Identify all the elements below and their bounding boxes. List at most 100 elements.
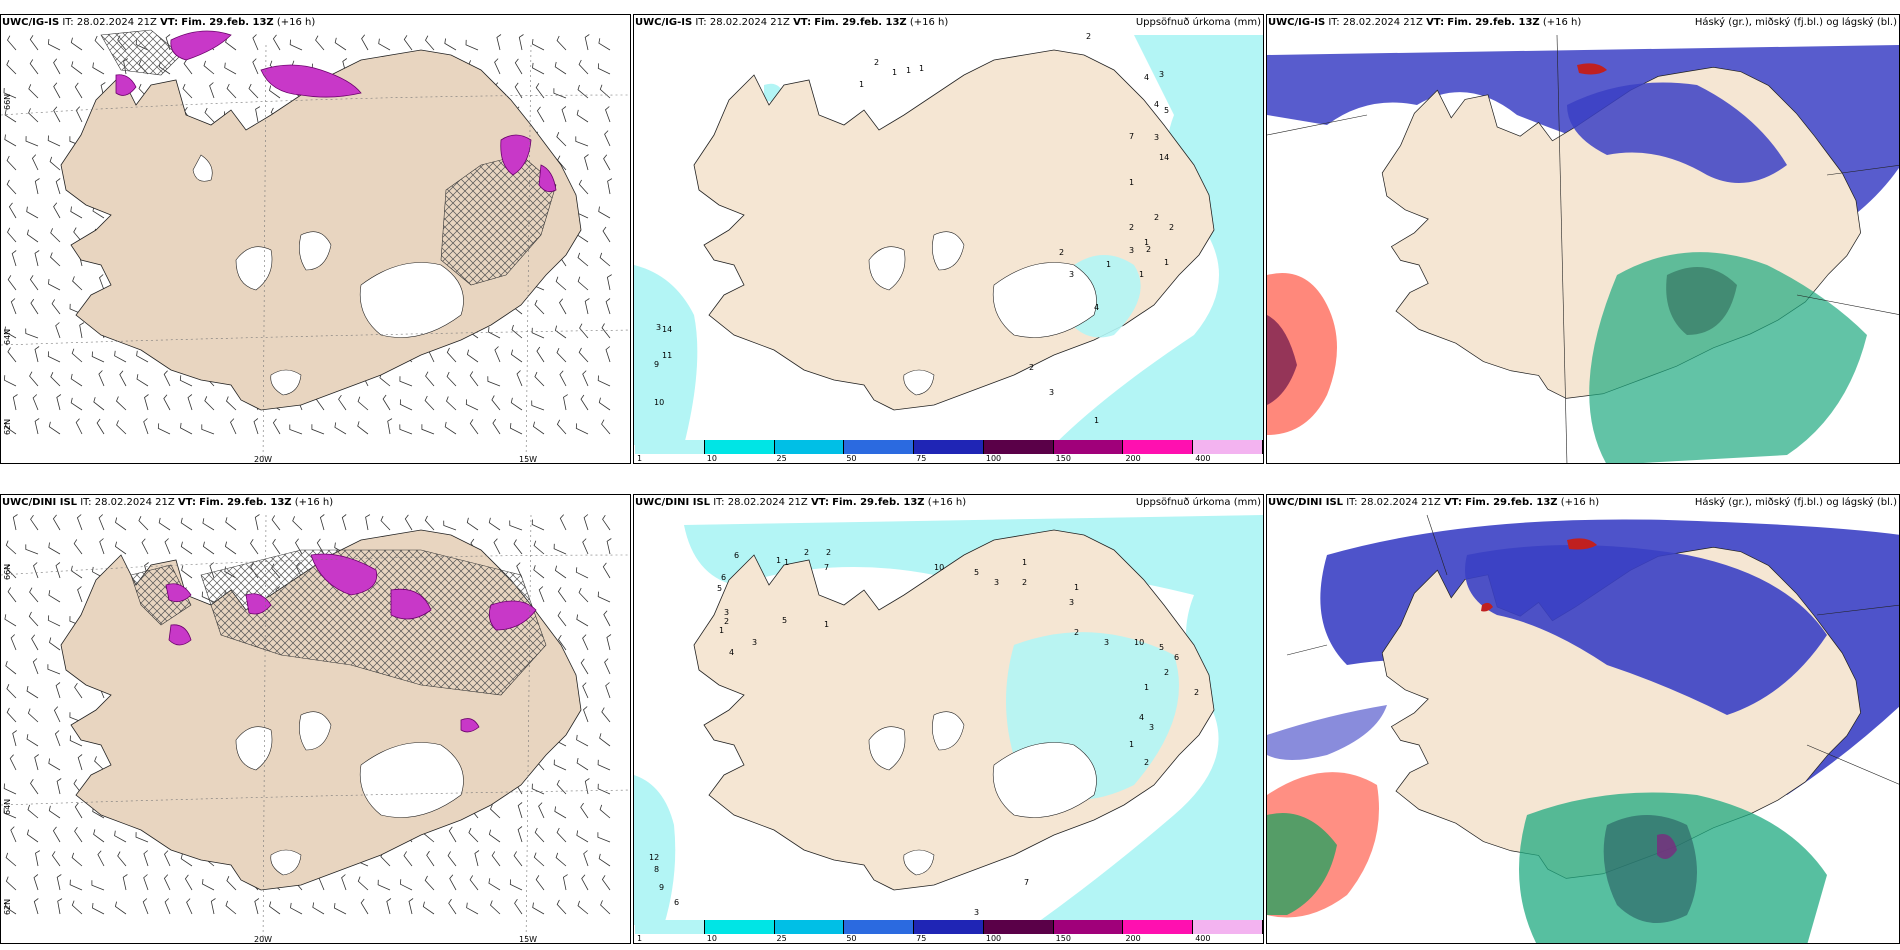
wind-barb [30,514,39,531]
wind-barb [56,394,62,411]
wind-barb [52,826,61,843]
precip-value: 4 [1094,303,1099,312]
precip-value: 1 [1094,416,1099,425]
wind-barb [399,424,413,435]
wind-barb [469,419,479,435]
panel-field-title: Háský (gr.), miðský (fj.bl.) og lágský (… [1694,17,1897,28]
wind-barb [605,682,611,699]
wind-barb [184,874,193,891]
wind-barb [554,61,567,75]
wind-barb [516,370,523,387]
wind-barb [534,371,545,387]
wind-barb [510,349,523,363]
cloud-map-bottom [1267,514,1899,943]
wind-barb [605,298,611,315]
wind-barb [538,586,545,603]
colorbar-segment [704,440,775,454]
wind-barb [29,59,39,75]
precip-value: 2 [1029,363,1034,372]
wind-barb [25,544,39,555]
wind-barb [11,250,17,267]
wind-barb [424,875,435,891]
colorbar: 1 10 25 50 75 100 150 200 400 [635,920,1263,943]
wind-barb [135,832,149,843]
wind-barb [114,901,127,915]
wind-barb [119,370,127,387]
wind-barb [466,517,479,531]
wind-barb [597,591,611,603]
wind-barb [50,372,61,387]
wind-barb [35,850,41,867]
colorbar-tick: 75 [916,454,927,463]
wind-barb [535,83,545,99]
wind-barb [533,565,545,579]
wind-barb [290,902,303,915]
wind-barb [6,564,17,579]
wind-barb [70,397,83,411]
wind-barb [55,178,61,195]
wind-barb [556,827,567,843]
wind-barb [71,61,83,75]
wind-barb [554,565,567,579]
wind-barb [577,84,589,99]
wind-barb [557,611,567,627]
wind-barb [555,852,567,867]
wind-barb [597,832,611,843]
wind-barb [74,802,83,819]
precip-value: 2 [826,548,831,557]
wind-map-top [1,29,630,463]
wind-barb [334,37,347,51]
precip-value: 4 [1139,713,1144,722]
wind-barb [361,34,369,51]
wind-barb [114,541,127,555]
wind-barb [601,323,611,339]
wind-barb [604,658,611,675]
wind-barb [607,178,613,195]
colorbar: 1 10 25 50 75 100 150 200 400 [635,440,1263,463]
precip-value: 1 [784,558,789,567]
precip-value: 7 [1129,132,1134,141]
precip-value: 1 [776,556,781,565]
wind-barb [143,874,149,891]
wind-barb [404,514,413,531]
wind-barb [94,756,105,771]
wind-barb [5,852,17,867]
wind-barb [575,136,589,147]
wind-barb [509,520,523,531]
wind-barb [602,226,611,243]
lon-label: 15W [519,455,538,464]
wind-barb [180,422,193,435]
wind-barb [496,34,502,51]
colorbar-segment [844,920,915,934]
wind-barb [600,900,611,915]
wind-barb [48,590,61,603]
wind-barb [534,299,545,315]
wind-barb [99,274,105,291]
precip-value: 1 [1144,683,1149,692]
wind-barb [403,35,413,51]
wind-barb [163,874,171,891]
lon-label: 20W [254,935,273,944]
wind-barb [202,878,215,891]
wind-barb [514,898,523,915]
wind-barb [116,420,127,435]
wind-barb [31,154,39,171]
wind-barb [271,515,281,531]
wind-barb [583,706,589,723]
wind-barb [77,586,83,603]
wind-barb [73,227,83,243]
wind-barb [449,874,457,891]
wind-barb [230,418,237,435]
wind-barb [7,275,17,291]
wind-barb [29,587,39,603]
precip-value: 1 [1022,558,1027,567]
precip-value: 6 [674,898,679,907]
precip-value: 10 [654,398,664,407]
wind-barb [70,373,83,387]
wind-barb [252,34,259,51]
wind-barb [164,538,171,555]
wind-barb [488,878,501,891]
wind-barb [33,898,39,915]
wind-barb [601,875,611,891]
wind-barb [72,276,83,291]
